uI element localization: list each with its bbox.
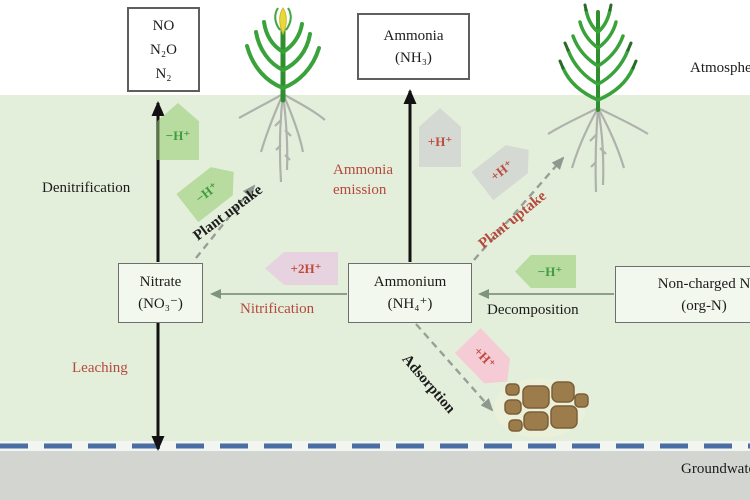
plant-left-flower <box>279 7 287 36</box>
gases-line-n2: N₂ <box>155 65 172 82</box>
plant-right-leaves <box>561 8 635 102</box>
plant-right-leaf-tips <box>558 3 638 70</box>
organic-n-formula: (org-N) <box>681 297 727 314</box>
gases-box: NO N₂O N₂ <box>127 7 200 92</box>
ammonium-box: Ammonium (NH₄⁺) <box>348 263 472 323</box>
organic-n-name: Non-charged N <box>657 275 750 292</box>
gases-line-no: NO <box>152 17 175 34</box>
atmosphere-label: Atmosphere <box>690 60 750 76</box>
gases-line-n2o: N₂O <box>150 41 177 58</box>
ammonium-formula: (NH₄⁺) <box>387 296 433 312</box>
plant-right-roots <box>547 107 649 193</box>
plant-left-roots <box>238 93 326 183</box>
plant-left-flower-sheath <box>274 7 292 31</box>
organic-n-box: Non-charged N (org-N) <box>615 266 750 323</box>
soil-clods <box>494 378 589 438</box>
ammonia-emission-line1: Ammonia <box>333 162 393 178</box>
plant-uptake-left-arrow <box>195 184 256 259</box>
ammonia-emission-line2: emission <box>333 182 387 198</box>
ammonia-box: Ammonia (NH₃) <box>357 13 470 80</box>
ammonia-name: Ammonia <box>383 27 444 44</box>
decomposition-label: Decomposition <box>487 302 579 318</box>
nitrification-label: Nitrification <box>240 301 315 317</box>
adsorption-arrow <box>415 323 494 412</box>
plant-right <box>547 3 649 193</box>
nitrate-box: Nitrate (NO₃⁻) <box>118 263 203 323</box>
ammonia-formula: (NH₃) <box>395 49 432 66</box>
leaching-label: Leaching <box>72 360 128 376</box>
ammonium-name: Ammonium <box>373 274 447 290</box>
groundwater-label: Groundwater <box>681 461 750 477</box>
plant-uptake-right-arrow <box>473 156 565 261</box>
denitrification-label: Denitrification <box>42 180 131 196</box>
nitrate-formula: (NO₃⁻) <box>138 296 183 312</box>
groundwater-region <box>0 451 750 500</box>
nitrate-name: Nitrate <box>139 274 182 290</box>
ammonia-emission-label: Ammonia emission <box>333 160 393 200</box>
plant-left-leaves <box>245 20 321 90</box>
plant-left <box>238 7 326 183</box>
